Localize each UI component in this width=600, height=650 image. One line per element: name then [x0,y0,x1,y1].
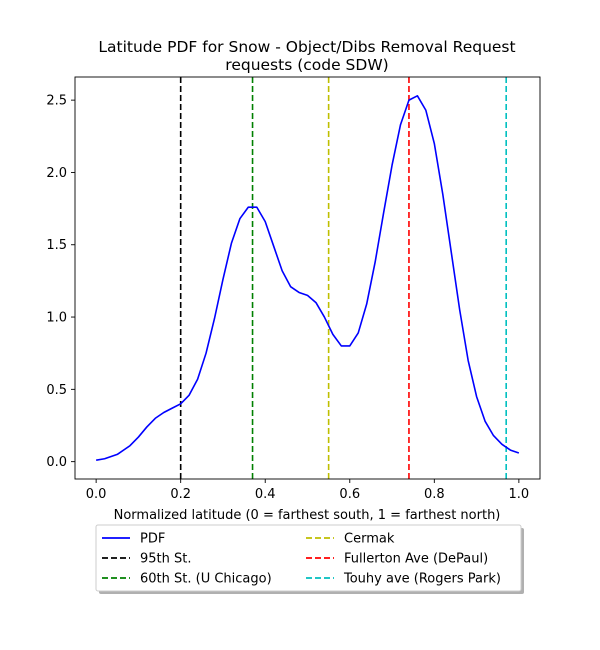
x-tick-label-3: 0.6 [339,487,360,502]
axes: 0.0 0.2 0.4 0.6 0.8 1.0 0.0 0.5 1.0 1.5 2.0 2.5 [46,76,541,502]
series-line-0 [96,95,520,461]
x-tick-label-0: 0.0 [86,487,107,502]
legend-label-4: Fullerton Ave (DePaul) [344,552,488,567]
legend-label-2: 60th St. (U Chicago) [140,572,272,587]
x-tick-label-1: 0.2 [170,487,191,502]
legend-label-5: Touhy ave (Rogers Park) [343,572,501,587]
y-tick-label-4: 2.0 [46,166,67,181]
y-tick-label-3: 1.5 [46,238,67,253]
x-tick-label-2: 0.4 [255,487,276,502]
plot-area [96,77,520,479]
plot-frame [74,76,541,480]
x-tick-label-4: 0.8 [424,487,445,502]
legend-label-3: Cermak [344,532,395,547]
x-tick-label-5: 1.0 [509,487,530,502]
legend-label-0: PDF [140,532,165,547]
legend-label-1: 95th St. [140,552,192,567]
chart-title-line-2: requests (code SDW) [225,56,388,74]
y-tick-label-1: 0.5 [46,383,67,398]
y-tick-label-5: 2.5 [46,94,67,109]
y-tick-label-2: 1.0 [46,311,67,326]
x-axis-label: Normalized latitude (0 = farthest south,… [114,508,501,523]
legend: PDF 95th St. 60th St. (U Chicago) Cermak Ful… [95,524,524,594]
y-tick-label-0: 0.0 [46,455,67,470]
chart-title-line-1: Latitude PDF for Snow - Object/Dibs Remo… [98,38,515,56]
